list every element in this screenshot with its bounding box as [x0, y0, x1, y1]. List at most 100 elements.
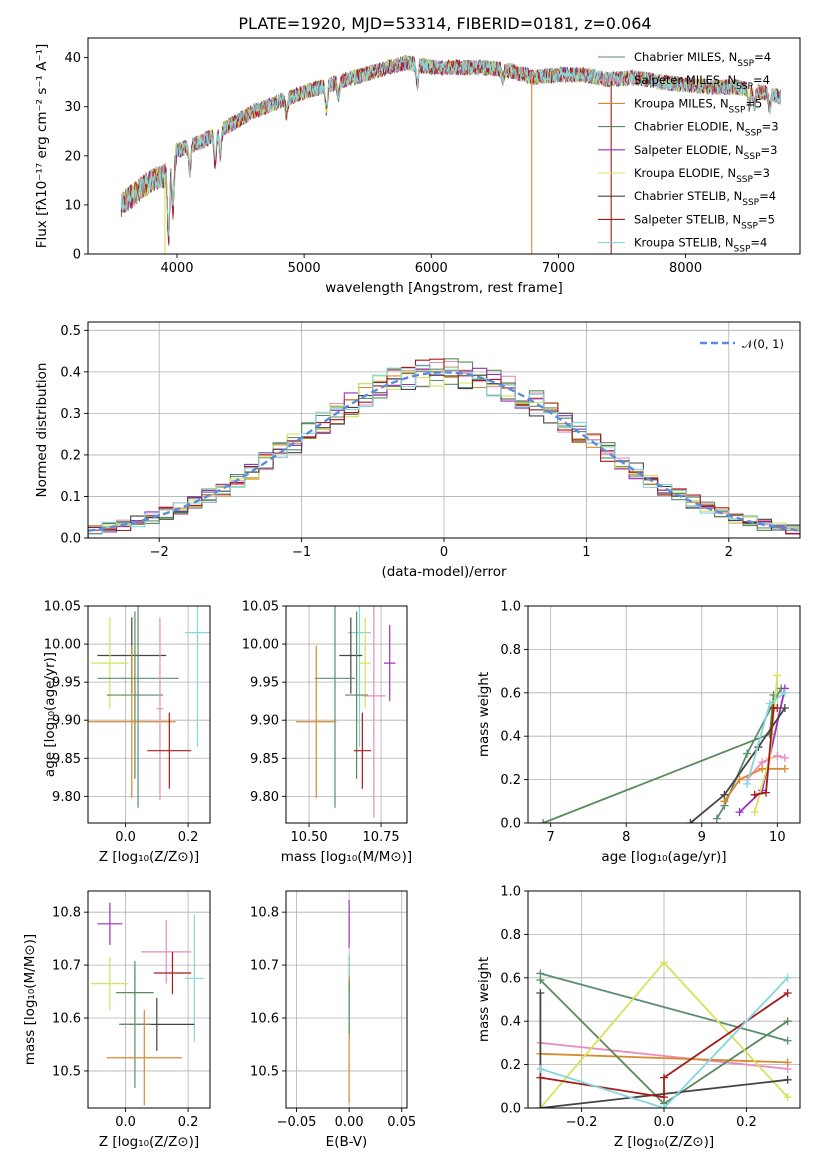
- y-tick-label: 9.80: [250, 790, 279, 805]
- data-point: [147, 712, 192, 789]
- mass-weight-marker: [773, 671, 782, 680]
- legend-entry: Salpeter MILES, NSSP=4: [634, 73, 770, 92]
- mass-weight-marker: [536, 975, 545, 984]
- mass-weight-marker: [783, 973, 792, 982]
- residual-histogram: [88, 365, 800, 538]
- x-tick-label: 10.50: [290, 830, 327, 845]
- mass-weight-line: [539, 993, 788, 1108]
- mass-weight-marker: [743, 779, 752, 788]
- data-point: [91, 957, 129, 1011]
- data-point: [339, 617, 363, 694]
- y-axis-label: age [log₁₀(age/yr)]: [42, 652, 58, 777]
- y-tick-label: 10.7: [52, 959, 81, 974]
- mass-weight-marker: [686, 819, 695, 823]
- mass-weight-marker: [660, 1073, 668, 1082]
- y-tick-label: 9.80: [52, 790, 81, 805]
- x-tick-label: 1: [582, 545, 590, 560]
- y-tick-label: 0.6: [500, 686, 521, 701]
- mass-weight-line: [542, 694, 775, 823]
- y-tick-label: 0.4: [60, 365, 81, 380]
- data-point: [347, 606, 371, 747]
- x-tick-label: 0.2: [178, 1115, 199, 1130]
- x-tick-label: 0.00: [335, 1115, 364, 1130]
- x-tick-label: 10: [769, 830, 786, 845]
- data-point: [91, 617, 129, 709]
- data-point: [141, 920, 192, 984]
- residual-histogram: [88, 364, 800, 538]
- mass-weight-marker: [720, 790, 729, 799]
- mass-weight-marker: [783, 1058, 792, 1067]
- mass-weight-marker: [750, 808, 759, 817]
- data-point: [314, 606, 356, 808]
- spectrum-line: [120, 55, 782, 237]
- x-tick-label: 7000: [542, 261, 575, 276]
- x-tick-label: −2: [150, 545, 169, 560]
- residuals-panel: −2 −1 0 1 2 0.0 0.1 0.2 0.3 0.4 0.5 (data-model)/er…: [34, 321, 801, 580]
- x-tick-label: 4000: [160, 261, 193, 276]
- mass-weight-marker: [536, 1104, 545, 1108]
- legend-entry: Kroupa MILES, NSSP=5: [634, 96, 762, 115]
- plot-area: [91, 902, 204, 1106]
- axes-frame: [87, 890, 211, 1109]
- x-tick-label: 0: [440, 545, 448, 560]
- data-point: [353, 712, 371, 789]
- data-point: [184, 914, 204, 1042]
- mass-weight-marker: [536, 1064, 545, 1073]
- age-vs-Z-panel: 0.0 0.2 9.80 9.85 9.90 9.95 10.00 10.05 Z [log₁₀…: [42, 600, 211, 865]
- y-tick-label: 0.0: [500, 1102, 521, 1117]
- y-axis-label: mass weight: [476, 672, 492, 757]
- data-point: [106, 611, 164, 779]
- mass-weight-marker: [780, 688, 789, 697]
- data-point: [359, 617, 371, 709]
- data-point: [106, 1010, 182, 1106]
- data-point: [383, 625, 396, 702]
- mass-weight-marker: [750, 790, 759, 799]
- mass-weight-marker: [783, 1017, 792, 1026]
- mass-weight-marker: [765, 699, 774, 708]
- x-tick-label: 8000: [669, 261, 702, 276]
- axes-frame: [285, 890, 408, 1109]
- x-tick-label: 0.0: [654, 1115, 675, 1130]
- y-tick-label: 0.5: [60, 324, 81, 339]
- y-tick-label: 10.00: [242, 638, 279, 653]
- axes-frame: [285, 605, 408, 824]
- axes-frame: [87, 37, 801, 255]
- y-tick-label: 10.6: [52, 1012, 81, 1027]
- legend-entry: 𝒩(0, 1): [742, 337, 784, 351]
- mass-weight-marker: [773, 751, 782, 760]
- y-tick-label: 10.5: [250, 1064, 279, 1079]
- plot-area: [539, 671, 789, 823]
- y-tick-label: 10: [64, 198, 81, 213]
- data-point: [97, 606, 179, 808]
- legend-entry: Salpeter STELIB, NSSP=5: [634, 212, 775, 231]
- mass-weight-marker: [660, 1093, 668, 1102]
- data-point: [119, 960, 151, 1088]
- x-tick-label: 6000: [415, 261, 448, 276]
- mass-weight-marker: [735, 775, 744, 784]
- mass-weight-vs-Z-panel: −0.2 0.0 0.2 0.0 0.2 0.4 0.6 0.8 1.0 Z [log₁₀(Z/Z…: [476, 885, 801, 1150]
- mass-weight-vs-age-panel: 7 8 9 10 0.0 0.2 0.4 0.6 0.8 1.0 age [log₁₀(age/yr…: [476, 600, 801, 865]
- x-tick-label: −0.2: [566, 1115, 598, 1130]
- plot-area: [536, 958, 792, 1108]
- legend-entry: Chabrier MILES, NSSP=4: [634, 50, 771, 69]
- y-tick-label: 1.0: [500, 600, 521, 615]
- y-tick-label: 30: [64, 100, 81, 115]
- x-tick-label: 0.2: [178, 830, 199, 845]
- mass-weight-line: [540, 992, 789, 1099]
- spectrum-legend: Chabrier MILES, NSSP=4 Salpeter MILES, NS…: [598, 50, 779, 255]
- plot-area: [88, 358, 800, 538]
- mass-weight-marker: [780, 703, 789, 712]
- y-tick-label: 9.95: [52, 676, 81, 691]
- x-tick-label: 0.0: [115, 1115, 136, 1130]
- x-tick-label: 0.05: [387, 1115, 416, 1130]
- y-tick-label: 9.90: [52, 714, 81, 729]
- y-tick-label: 10.6: [250, 1012, 279, 1027]
- mass-weight-marker: [539, 819, 548, 823]
- y-tick-label: 9.85: [250, 752, 279, 767]
- y-tick-label: 0.8: [500, 643, 521, 658]
- axes-frame: [87, 605, 211, 824]
- y-tick-label: 0.6: [500, 971, 521, 986]
- mass-weight-marker: [536, 988, 545, 997]
- plot-area: [88, 606, 210, 808]
